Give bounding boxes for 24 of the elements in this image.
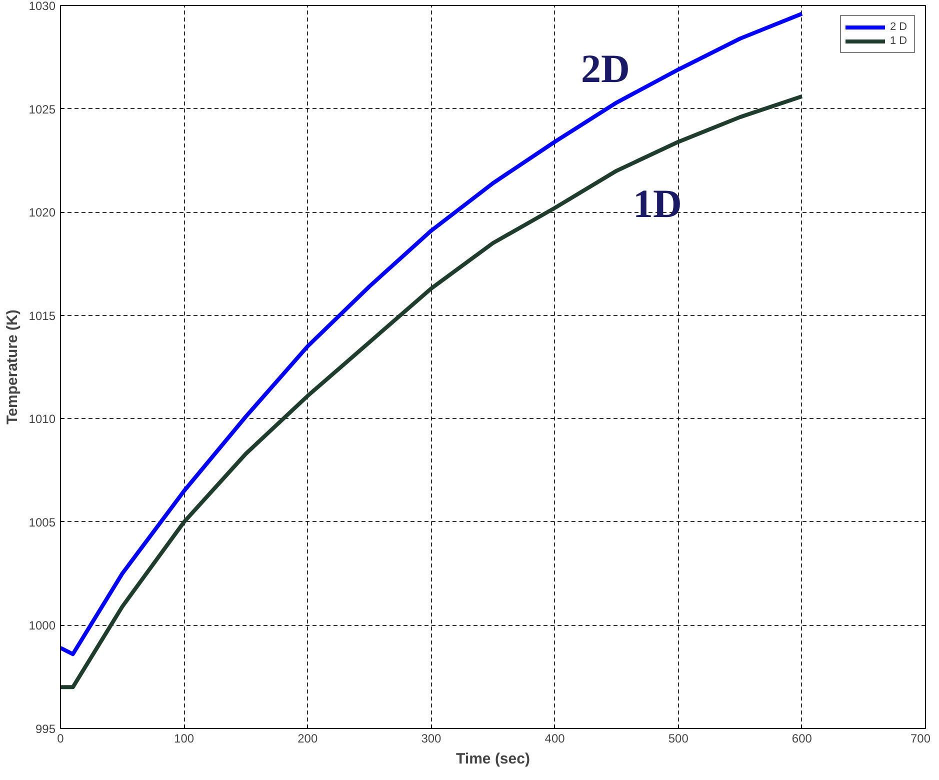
x-tick-label: 100 <box>174 732 194 746</box>
y-tick-label: 1005 <box>28 515 56 530</box>
legend-label: 2 D <box>890 20 908 34</box>
legend-label: 1 D <box>890 34 908 48</box>
x-tick-label: 600 <box>792 732 812 746</box>
line-series <box>60 94 804 690</box>
x-tick-label: 700 <box>910 732 931 746</box>
x-tick-label: 300 <box>421 732 442 746</box>
x-axis-title: Time (sec) <box>456 750 530 768</box>
x-tick-label: 400 <box>544 732 566 746</box>
y-tick-label: 1025 <box>28 102 56 116</box>
y-tick-label: 1015 <box>28 308 56 323</box>
annotation: 1D <box>633 181 682 226</box>
x-tick-label: 200 <box>298 732 318 746</box>
y-tick-label: 1020 <box>28 206 56 220</box>
y-tick-label: 1010 <box>28 412 56 426</box>
y-tick-label: 1000 <box>28 618 56 633</box>
x-tick-label: 500 <box>668 732 689 746</box>
y-axis-title: Temperature (K) <box>4 310 21 424</box>
y-tick-label: 1030 <box>28 0 56 13</box>
x-tick-label: 0 <box>57 732 64 746</box>
y-tick-label: 995 <box>35 722 56 736</box>
annotation: 2D <box>581 46 630 91</box>
line-series <box>60 12 804 656</box>
